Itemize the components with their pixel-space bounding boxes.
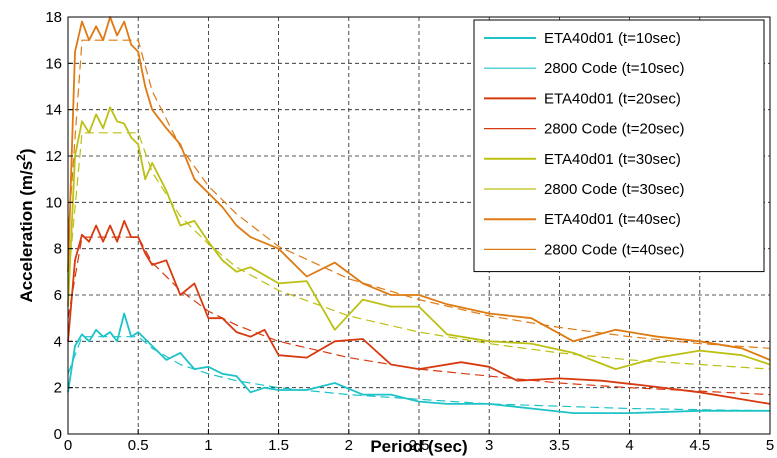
x-tick-label: 2.5 (409, 437, 430, 454)
y-axis-label-close: ) (17, 148, 36, 154)
x-tick-label: 1 (204, 437, 212, 454)
y-tick-label: 14 (45, 102, 62, 119)
series-line-4 (67, 236, 771, 396)
legend-entry: ETA40d01 (t=40sec) (544, 211, 681, 228)
legend-entry: 2800 Code (t=30sec) (544, 181, 685, 198)
y-axis-label: Acceleration (m/s2) (14, 148, 36, 302)
y-tick-label: 16 (45, 55, 62, 72)
x-tick-label: 3 (485, 437, 493, 454)
series-line-7 (67, 16, 771, 361)
x-tick-label: 2 (345, 437, 353, 454)
y-tick-label: 8 (54, 241, 62, 258)
x-tick-label: 3.5 (549, 437, 570, 454)
y-tick-label: 10 (45, 194, 62, 211)
series-line-5 (67, 106, 771, 371)
x-tick-label: 1.5 (268, 437, 289, 454)
y-tick-label: 4 (54, 333, 62, 350)
legend: ETA40d01 (t=10sec) 2800 Code (t=10sec) ETA… (473, 19, 765, 273)
y-tick-label: 18 (45, 9, 62, 26)
y-tick-label: 0 (54, 426, 62, 443)
x-axis-label: Period (sec) (370, 437, 467, 456)
tick-layer: 0 0.5 1 1.5 2 2.5 3 3.5 4 4.5 5 0 2 4 6 8 10 12 14 16 18 (45, 9, 774, 454)
series-line-6 (67, 132, 771, 370)
y-tick-label: 2 (54, 380, 62, 397)
x-tick-label: 4.5 (689, 437, 710, 454)
legend-entry: ETA40d01 (t=30sec) (544, 151, 681, 168)
series-layer (67, 16, 771, 415)
x-tick-label: 0 (64, 437, 72, 454)
legend-entry: 2800 Code (t=20sec) (544, 121, 685, 138)
x-tick-label: 4 (625, 437, 633, 454)
y-tick-label: 12 (45, 148, 62, 165)
x-tick-label: 0.5 (128, 437, 149, 454)
series-line-1 (67, 312, 770, 415)
legend-entry: ETA40d01 (t=10sec) (544, 30, 681, 47)
legend-entry: 2800 Code (t=10sec) (544, 60, 685, 77)
legend-box (473, 19, 765, 273)
y-axis-label-sup: 2 (14, 154, 28, 161)
series-line-8 (67, 39, 771, 349)
legend-entry: 2800 Code (t=40sec) (544, 241, 685, 258)
y-axis-label-main: Acceleration (m/s (17, 161, 36, 303)
series-line-2 (67, 336, 771, 412)
legend-entry: ETA40d01 (t=20sec) (544, 90, 681, 107)
y-tick-label: 6 (54, 287, 62, 304)
x-tick-label: 5 (766, 437, 774, 454)
